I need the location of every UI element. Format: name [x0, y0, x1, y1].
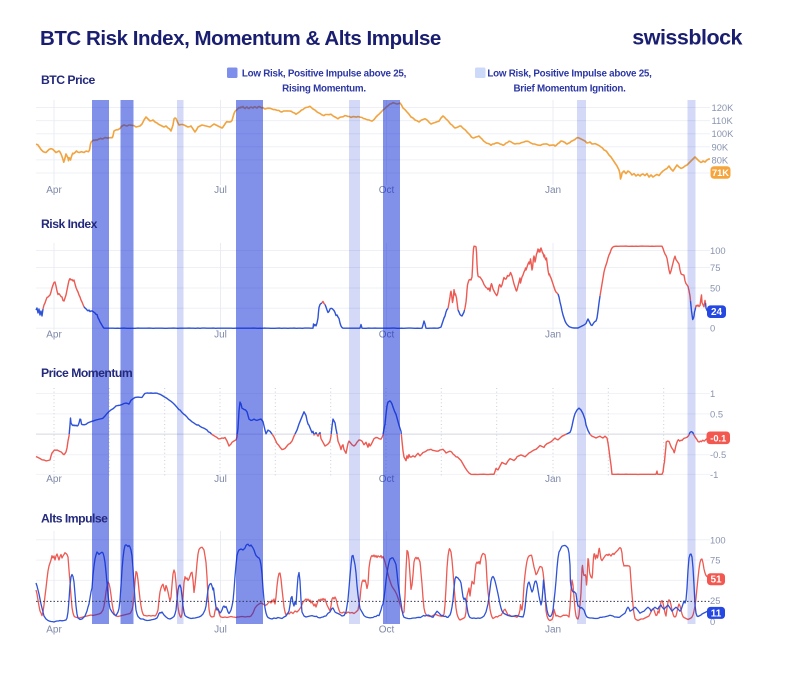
svg-text:50: 50: [710, 283, 720, 294]
svg-text:Low Risk, Positive Impulse abo: Low Risk, Positive Impulse above 25,: [242, 69, 407, 80]
svg-text:Jul: Jul: [214, 625, 227, 636]
svg-text:Jul: Jul: [214, 474, 227, 485]
svg-text:Apr: Apr: [46, 474, 62, 485]
svg-text:25: 25: [710, 595, 720, 606]
svg-text:-1: -1: [710, 469, 718, 480]
svg-text:100: 100: [710, 245, 726, 256]
svg-text:Oct: Oct: [379, 625, 395, 636]
svg-text:BTC Price: BTC Price: [41, 73, 95, 87]
svg-text:Jul: Jul: [214, 330, 227, 341]
svg-text:Rising Momentum.: Rising Momentum.: [282, 83, 366, 94]
svg-text:24: 24: [711, 307, 723, 318]
svg-text:90K: 90K: [712, 141, 729, 152]
svg-text:Risk Index: Risk Index: [41, 217, 98, 231]
svg-text:0: 0: [710, 616, 715, 627]
svg-text:71K: 71K: [712, 168, 729, 178]
svg-text:Jul: Jul: [214, 185, 227, 196]
svg-text:Jan: Jan: [545, 185, 561, 196]
svg-text:120K: 120K: [712, 102, 735, 113]
svg-text:Low Risk, Positive Impulse abo: Low Risk, Positive Impulse above 25,: [487, 69, 652, 80]
svg-text:Brief Momentum Ignition.: Brief Momentum Ignition.: [513, 83, 626, 94]
svg-text:Apr: Apr: [46, 185, 62, 196]
svg-text:1: 1: [710, 388, 715, 399]
svg-text:-0.1: -0.1: [710, 433, 726, 443]
svg-text:0.5: 0.5: [710, 408, 723, 419]
svg-text:80K: 80K: [712, 154, 729, 165]
svg-text:Price Momentum: Price Momentum: [41, 366, 133, 380]
svg-text:51: 51: [710, 575, 722, 586]
svg-text:swissblock: swissblock: [632, 26, 742, 50]
svg-text:Apr: Apr: [46, 330, 62, 341]
svg-text:100K: 100K: [712, 128, 735, 139]
svg-text:Jan: Jan: [545, 474, 561, 485]
svg-text:Alts Impulse: Alts Impulse: [41, 512, 108, 526]
svg-text:11: 11: [711, 608, 722, 619]
svg-text:-0.5: -0.5: [710, 449, 726, 460]
svg-text:Apr: Apr: [46, 625, 62, 636]
svg-text:0: 0: [710, 323, 715, 334]
svg-text:75: 75: [710, 262, 720, 273]
svg-text:Jan: Jan: [545, 330, 561, 341]
svg-text:BTC Risk Index, Momentum & Alt: BTC Risk Index, Momentum & Alts Impulse: [40, 27, 441, 50]
svg-text:100: 100: [710, 534, 726, 545]
svg-text:75: 75: [710, 555, 720, 566]
svg-text:110K: 110K: [712, 115, 734, 126]
svg-text:Jan: Jan: [545, 625, 561, 636]
